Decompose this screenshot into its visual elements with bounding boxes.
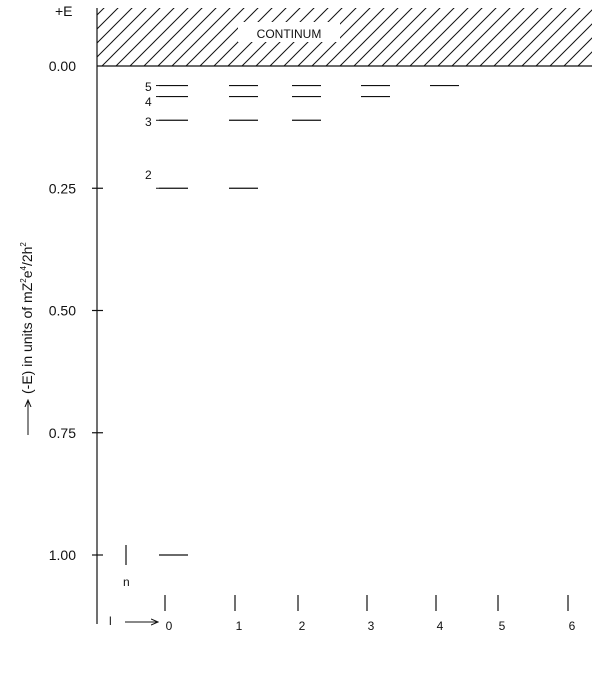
l-column-label: 3: [368, 619, 375, 633]
l-columns: 0 1 2 3 4 5 6: [164, 595, 576, 633]
n-label: n: [123, 575, 130, 589]
y-axis-label-text: e: [19, 270, 35, 278]
top-energy-label: +E: [55, 3, 73, 19]
y-axis-label-text: /2h: [19, 247, 35, 266]
l-column-label: 0: [166, 619, 173, 633]
y-axis-label-text: (-E) in units of mZ: [19, 282, 35, 394]
l-column-label: 6: [569, 619, 576, 633]
y-tick-label: 1.00: [49, 547, 76, 563]
l-column-label: 2: [299, 619, 306, 633]
continuum-region: [97, 8, 592, 66]
level-label-2: 2: [145, 168, 152, 182]
y-tick-label: 0.25: [49, 180, 76, 196]
y-tick-label: 0.00: [49, 58, 76, 74]
y-axis-label-sup: 4: [19, 266, 28, 271]
y-tick-label: 0.75: [49, 425, 76, 441]
y-ticks: 0.00 0.25 0.50 0.75 1.00: [49, 58, 103, 563]
y-axis-label-sup: 2: [19, 278, 28, 283]
level-label-3: 3: [145, 115, 152, 129]
y-axis-label-sup: 2: [19, 242, 28, 247]
svg-text:(-E) in units of mZ2e4/2h2: (-E) in units of mZ2e4/2h2: [19, 242, 35, 394]
level-label-4: 4: [145, 95, 152, 109]
continuum-label-bg: [238, 22, 340, 42]
l-column-label: 1: [236, 619, 243, 633]
y-tick-label: 0.50: [49, 303, 76, 319]
l-column-label: 5: [499, 619, 506, 633]
l-label: l: [109, 614, 112, 628]
level-label-5: 5: [145, 80, 152, 94]
energy-levels: [156, 84, 459, 556]
y-axis-label: (-E) in units of mZ2e4/2h2: [19, 242, 35, 435]
l-column-label: 4: [437, 619, 444, 633]
continuum-label: CONTINUM: [257, 27, 322, 41]
